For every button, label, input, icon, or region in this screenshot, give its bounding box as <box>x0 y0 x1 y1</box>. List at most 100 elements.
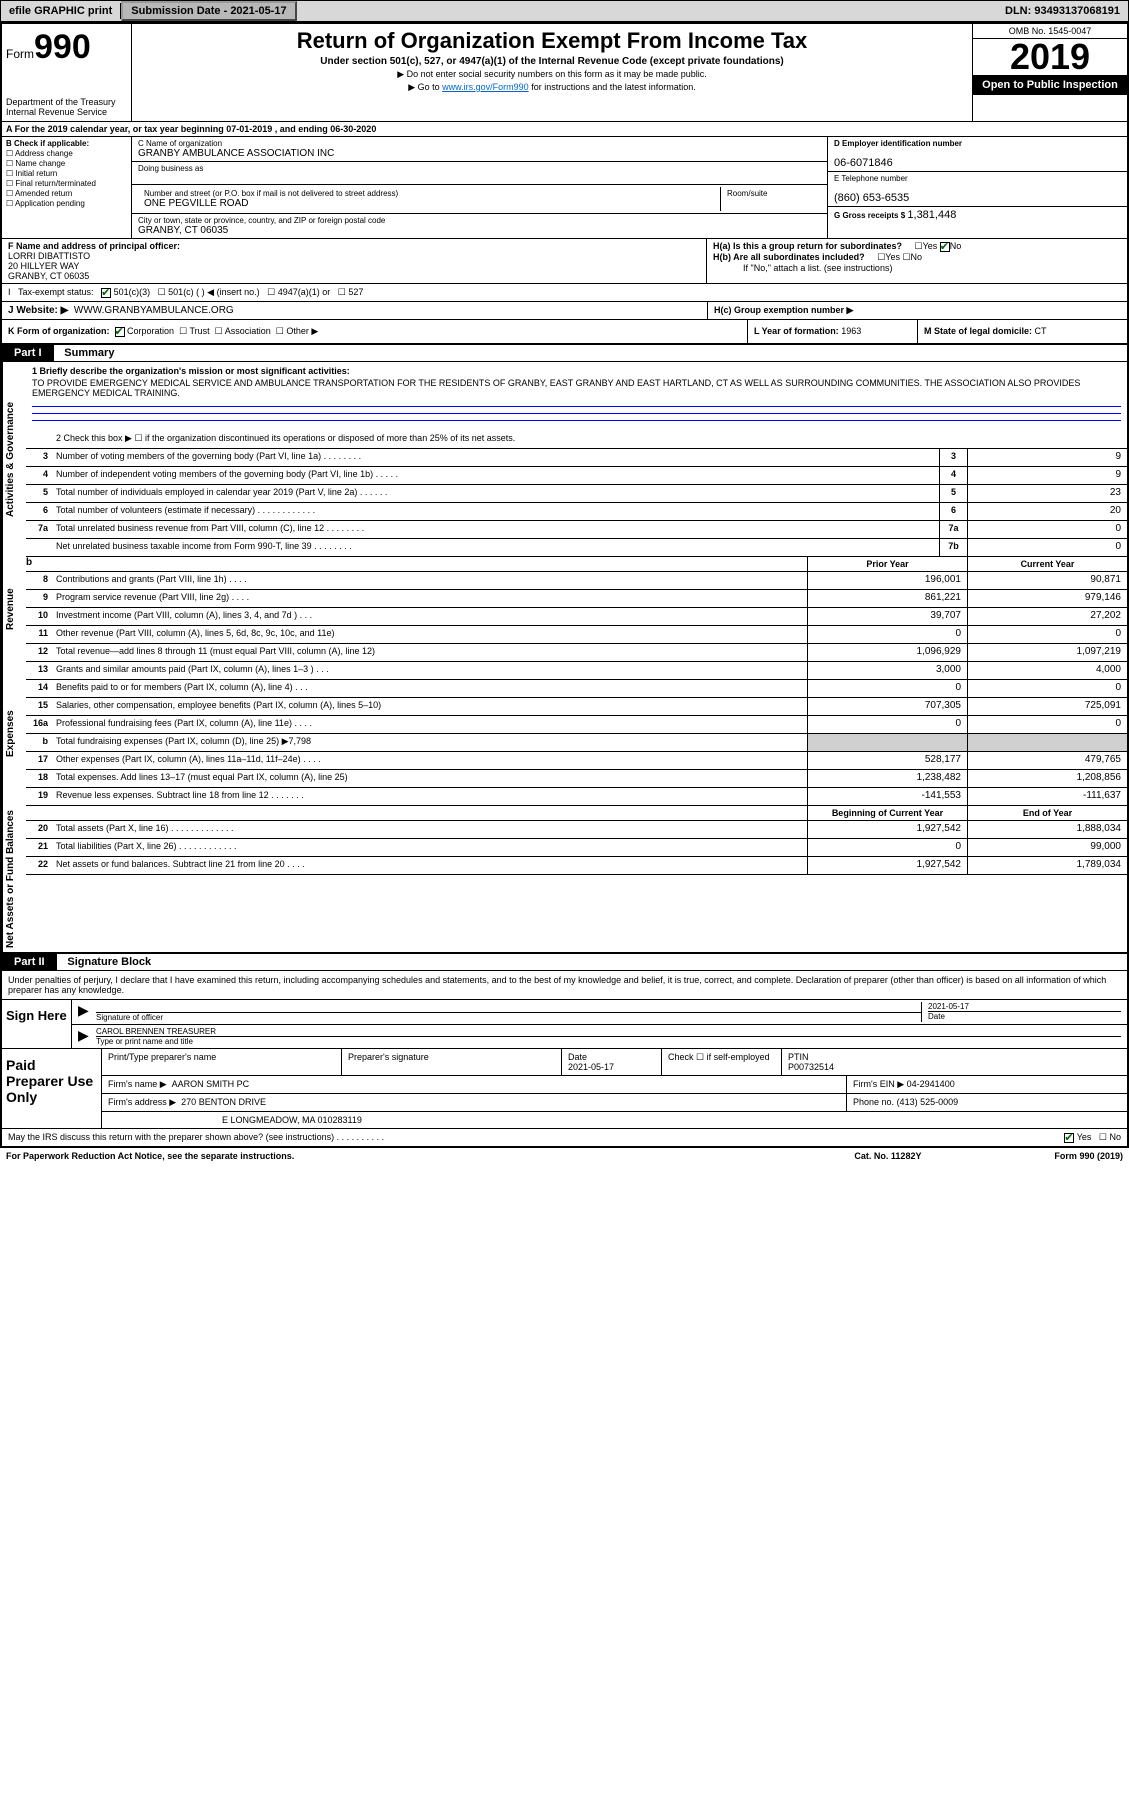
box-b: B Check if applicable: ☐ Address change … <box>2 137 132 238</box>
submission-date-button[interactable]: Submission Date - 2021-05-17 <box>121 1 296 21</box>
money-row: 15Salaries, other compensation, employee… <box>26 698 1127 716</box>
phone-label: E Telephone number <box>834 174 908 183</box>
line2-discontinued: 2 Check this box ▶ ☐ if the organization… <box>52 431 1127 448</box>
side-revenue: Revenue <box>2 557 26 662</box>
note-ssn: ▶ Do not enter social security numbers o… <box>136 69 968 80</box>
end-year-hdr: End of Year <box>967 806 1127 820</box>
discuss-yes-checkbox[interactable] <box>1064 1133 1074 1143</box>
dln-label: DLN: 93493137068191 <box>997 3 1128 19</box>
money-row: 9Program service revenue (Part VIII, lin… <box>26 590 1127 608</box>
header-left: Form990 Department of the Treasury Inter… <box>2 24 132 121</box>
dba-label: Doing business as <box>138 164 203 173</box>
chk-address-change[interactable]: ☐ Address change <box>6 149 127 158</box>
chk-501c3[interactable] <box>101 288 111 298</box>
org-name-label: C Name of organization <box>138 139 222 148</box>
phone-value: (860) 653-6535 <box>834 192 909 204</box>
form-prefix: Form <box>6 47 34 61</box>
form-header: Form990 Department of the Treasury Inter… <box>2 24 1127 122</box>
box-de: D Employer identification number06-60718… <box>827 137 1127 238</box>
side-net-assets: Net Assets or Fund Balances <box>2 806 26 952</box>
addr-label: Number and street (or P.O. box if mail i… <box>144 189 398 198</box>
note-link: ▶ Go to www.irs.gov/Form990 for instruct… <box>136 82 968 93</box>
sign-here-label: Sign Here <box>2 1000 72 1048</box>
chk-name-change[interactable]: ☐ Name change <box>6 159 127 168</box>
self-employed-check[interactable]: Check ☐ if self-employed <box>662 1049 782 1075</box>
sig-date-label: Date <box>928 1011 1121 1021</box>
city-state-zip: GRANBY, CT 06035 <box>138 225 228 236</box>
chk-final-return[interactable]: ☐ Final return/terminated <box>6 179 127 188</box>
firm-address: 270 BENTON DRIVE <box>181 1097 266 1107</box>
form-subtitle: Under section 501(c), 527, or 4947(a)(1)… <box>136 56 968 67</box>
part2-badge: Part II <box>2 954 57 970</box>
preparer-date: 2021-05-17 <box>568 1062 614 1072</box>
firm-city: E LONGMEADOW, MA 010283119 <box>102 1112 1127 1128</box>
money-row: 18Total expenses. Add lines 13–17 (must … <box>26 770 1127 788</box>
money-row: 22Net assets or fund balances. Subtract … <box>26 857 1127 875</box>
cat-no: Cat. No. 11282Y <box>854 1151 1054 1161</box>
ein-value: 06-6071846 <box>834 157 893 169</box>
box-f: F Name and address of principal officer:… <box>2 239 707 283</box>
box-k: K Form of organization: Corporation ☐ Tr… <box>2 320 747 343</box>
dept-label: Department of the Treasury Internal Reve… <box>6 97 127 117</box>
year-formation-label: L Year of formation: <box>754 326 839 336</box>
money-row: 19Revenue less expenses. Subtract line 1… <box>26 788 1127 806</box>
ptin-value: P00732514 <box>788 1062 834 1072</box>
tax-year: 2019 <box>973 39 1127 75</box>
side-governance: Activities & Governance <box>2 362 26 557</box>
money-row: bTotal fundraising expenses (Part IX, co… <box>26 734 1127 752</box>
money-row: 16aProfessional fundraising fees (Part I… <box>26 716 1127 734</box>
governance-section: Activities & Governance 1 Briefly descri… <box>2 362 1127 557</box>
form-title: Return of Organization Exempt From Incom… <box>136 28 968 54</box>
ha-no-checkbox[interactable] <box>940 242 950 252</box>
money-row: 12Total revenue—add lines 8 through 11 (… <box>26 644 1127 662</box>
expenses-section: Expenses 13Grants and similar amounts pa… <box>2 662 1127 806</box>
signature-declaration: Under penalties of perjury, I declare th… <box>2 971 1127 1000</box>
preparer-sig-label: Preparer's signature <box>342 1049 562 1075</box>
irs-link[interactable]: www.irs.gov/Form990 <box>442 82 529 92</box>
form-number: 990 <box>34 28 91 66</box>
net-assets-section: Net Assets or Fund Balances Beginning of… <box>2 806 1127 954</box>
room-suite-label: Room/suite <box>721 187 821 211</box>
side-expenses: Expenses <box>2 662 26 806</box>
officer-print-name: CAROL BRENNEN TREASURER <box>96 1027 1121 1036</box>
money-row: 13Grants and similar amounts paid (Part … <box>26 662 1127 680</box>
beg-year-hdr: Beginning of Current Year <box>807 806 967 820</box>
part2-title: Signature Block <box>59 954 159 970</box>
website-label: J Website: ▶ <box>8 305 68 316</box>
row-fh: F Name and address of principal officer:… <box>2 239 1127 284</box>
officer-print-label: Type or print name and title <box>96 1036 1121 1046</box>
firm-ein: 04-2941400 <box>907 1079 955 1089</box>
chk-corporation[interactable] <box>115 327 125 337</box>
officer-addr1: 20 HILLYER WAY <box>8 261 79 271</box>
box-b-label: B Check if applicable: <box>6 139 89 148</box>
chk-app-pending[interactable]: ☐ Application pending <box>6 199 127 208</box>
hc-label: H(c) Group exemption number ▶ <box>714 305 853 315</box>
money-row: 11Other revenue (Part VIII, column (A), … <box>26 626 1127 644</box>
money-row: 20Total assets (Part X, line 16) . . . .… <box>26 821 1127 839</box>
website-url: WWW.GRANBYAMBULANCE.ORG <box>74 305 234 316</box>
form-990-container: Form990 Department of the Treasury Inter… <box>0 22 1129 1148</box>
domicile-value: CT <box>1035 326 1047 336</box>
row-klm: K Form of organization: Corporation ☐ Tr… <box>2 320 1127 345</box>
box-h: H(a) Is this a group return for subordin… <box>707 239 1127 283</box>
money-row: 14Benefits paid to or for members (Part … <box>26 680 1127 698</box>
sign-here-block: Sign Here ▶ Signature of officer 2021-05… <box>2 1000 1127 1049</box>
row-a-tax-year: A For the 2019 calendar year, or tax yea… <box>2 122 1127 137</box>
chk-initial-return[interactable]: ☐ Initial return <box>6 169 127 178</box>
part1-badge: Part I <box>2 345 54 361</box>
gross-receipts-label: G Gross receipts $ <box>834 211 905 220</box>
box-c: C Name of organizationGRANBY AMBULANCE A… <box>132 137 827 238</box>
form-page-label: Form 990 (2019) <box>1054 1151 1123 1161</box>
gov-row: 7aTotal unrelated business revenue from … <box>26 521 1127 539</box>
entity-grid: B Check if applicable: ☐ Address change … <box>2 137 1127 239</box>
ha-label: H(a) Is this a group return for subordin… <box>713 241 902 251</box>
paid-preparer-label: Paid Preparer Use Only <box>2 1049 102 1128</box>
chk-amended-return[interactable]: ☐ Amended return <box>6 189 127 198</box>
website-row: J Website: ▶ WWW.GRANBYAMBULANCE.ORG H(c… <box>2 302 1127 320</box>
hb-label: H(b) Are all subordinates included? <box>713 252 865 262</box>
paperwork-notice: For Paperwork Reduction Act Notice, see … <box>6 1151 854 1161</box>
efile-top-bar: efile GRAPHIC print Submission Date - 20… <box>0 0 1129 22</box>
gov-row: 4Number of independent voting members of… <box>26 467 1127 485</box>
preparer-name-label: Print/Type preparer's name <box>102 1049 342 1075</box>
money-row: 17Other expenses (Part IX, column (A), l… <box>26 752 1127 770</box>
